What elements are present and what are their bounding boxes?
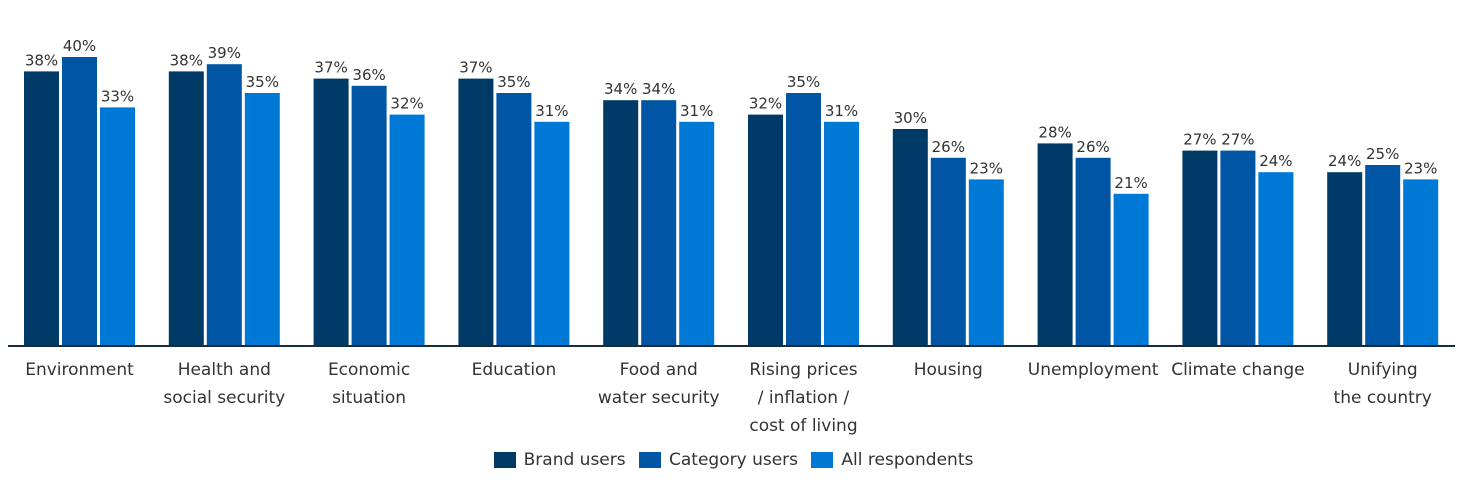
bar [351, 85, 387, 346]
data-label: 32% [749, 95, 782, 113]
data-label: 32% [390, 95, 423, 113]
bar [458, 78, 494, 345]
bar [1403, 179, 1439, 345]
bars-layer [24, 57, 1439, 346]
category-label: Unifying the country [1334, 360, 1432, 408]
bar [1365, 165, 1401, 345]
data-label: 31% [825, 102, 858, 120]
bar [206, 64, 242, 345]
data-label: 34% [642, 80, 675, 98]
bar [496, 93, 532, 345]
legend-label: Category users [669, 450, 799, 470]
data-label: 21% [1114, 174, 1147, 192]
bar [168, 71, 204, 346]
category-label: Health and social security [163, 360, 285, 408]
category-label: Education [472, 360, 557, 380]
category-label: Economic situation [328, 360, 410, 408]
data-label: 33% [101, 87, 134, 105]
bar [24, 71, 59, 346]
category-label: Unemployment [1028, 360, 1159, 380]
data-label: 39% [208, 44, 241, 62]
bar [1258, 172, 1294, 345]
bar [824, 121, 859, 345]
bar [100, 107, 135, 346]
bar [244, 93, 280, 345]
bar [930, 157, 966, 345]
data-label: 31% [680, 102, 713, 120]
bar [534, 121, 570, 345]
legend-item-brand-users: Brand users [493, 450, 626, 470]
category-label: Climate change [1171, 360, 1304, 380]
bar [968, 179, 1004, 345]
legend-item-category-users: Category users [639, 450, 798, 470]
data-label: 35% [497, 73, 530, 91]
legend-label: All respondents [841, 450, 974, 470]
bar [1075, 157, 1111, 345]
value-labels-layer: 38% 40% 33% 38% 39% 35% 37% 36% 32% 37% 35% 31% 34% 3… [25, 37, 1438, 192]
bar [1113, 193, 1149, 345]
category-label: Rising prices / inflation / cost of living [749, 360, 857, 436]
bar [1182, 150, 1218, 345]
category-label: Housing [914, 360, 983, 380]
bar [389, 114, 425, 345]
data-label: 27% [1221, 131, 1254, 149]
data-label: 37% [314, 59, 347, 77]
category-label: Food and water security [598, 360, 720, 408]
bar [892, 129, 928, 345]
data-label: 40% [63, 37, 96, 55]
data-label: 34% [604, 80, 637, 98]
legend-swatch [493, 452, 516, 468]
data-label: 38% [25, 51, 58, 69]
category-labels-layer: Environment Health and social security Econ… [25, 360, 1432, 436]
data-label: 24% [1328, 152, 1361, 170]
bar [1327, 172, 1363, 345]
data-label: 38% [170, 51, 203, 69]
data-label: 36% [352, 66, 385, 84]
legend-item-all-respondents: All respondents [811, 450, 973, 470]
data-label: 30% [894, 109, 927, 127]
data-label: 35% [246, 73, 279, 91]
bar [786, 93, 821, 345]
data-label: 24% [1259, 152, 1292, 170]
data-label: 28% [1038, 123, 1071, 141]
bar [313, 78, 349, 345]
data-label: 37% [459, 59, 492, 77]
bar [748, 114, 783, 345]
bar [62, 57, 97, 345]
legend-label: Brand users [523, 450, 626, 470]
bar [641, 100, 677, 345]
data-label: 25% [1366, 145, 1399, 163]
legend: Brand users Category users All responden… [0, 450, 1467, 473]
bar [1037, 143, 1073, 345]
category-label: Environment [25, 360, 134, 380]
data-label: 31% [535, 102, 568, 120]
legend-swatch [639, 452, 662, 468]
bar [603, 100, 639, 345]
bar [679, 121, 715, 345]
bar [1220, 150, 1256, 345]
data-label: 23% [970, 159, 1003, 177]
data-label: 27% [1183, 131, 1216, 149]
data-label: 35% [787, 73, 820, 91]
data-label: 26% [1076, 138, 1109, 156]
legend-swatch [811, 452, 834, 468]
data-label: 26% [932, 138, 965, 156]
data-label: 23% [1404, 159, 1437, 177]
